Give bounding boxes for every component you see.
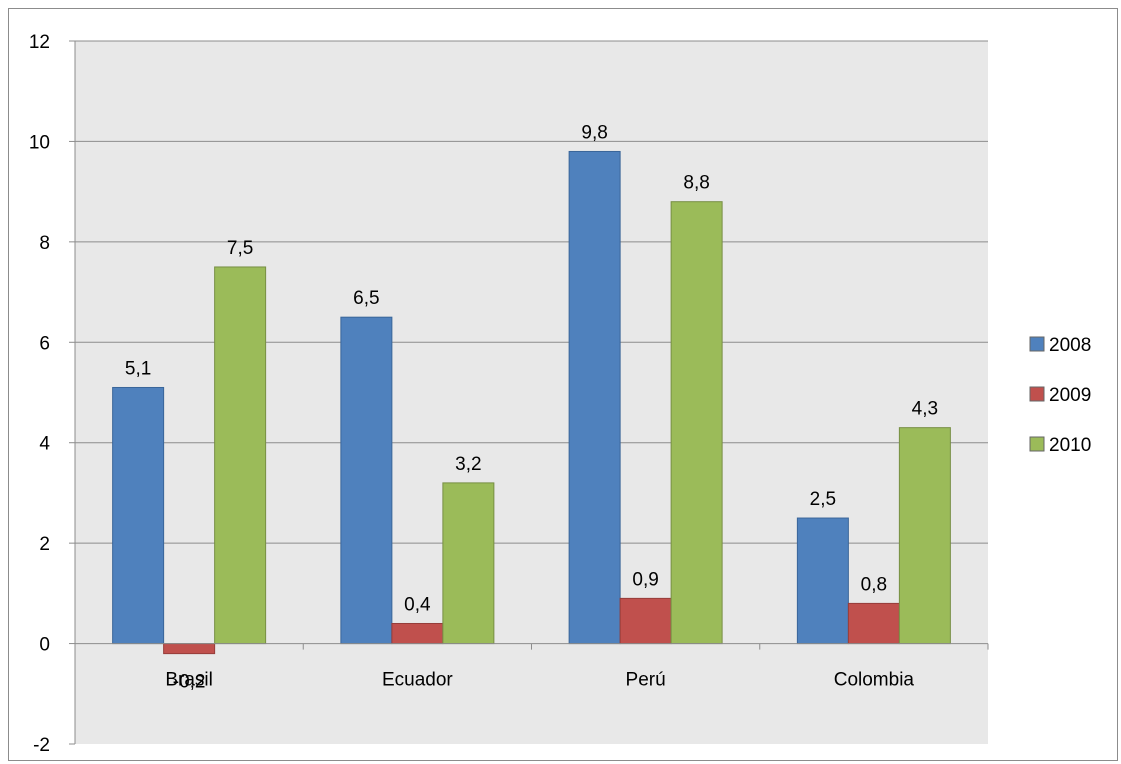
data-label: 0,4 bbox=[404, 594, 431, 615]
x-category-label: Perú bbox=[626, 670, 666, 691]
data-label: 0,8 bbox=[861, 574, 887, 595]
y-tick-label: 10 bbox=[29, 132, 50, 153]
bar-2008-perú bbox=[568, 150, 621, 645]
y-tick-label: 12 bbox=[29, 32, 50, 53]
y-tick-label: 0 bbox=[39, 635, 50, 656]
bar-2008-colombia bbox=[796, 517, 849, 645]
data-label: 0,9 bbox=[632, 569, 658, 590]
bar-2008-ecuador bbox=[340, 316, 393, 645]
bar-2010-colombia bbox=[898, 427, 951, 645]
data-label: 7,5 bbox=[227, 238, 253, 259]
legend-label: 2008 bbox=[1049, 335, 1091, 356]
data-label: -0,2 bbox=[173, 672, 206, 693]
bar-2010-perú bbox=[670, 201, 723, 645]
data-labels: 5,1 -0,2 7,5 6,5 0,4 3,2 9,8 0,9 8,8 2,5 0,8 4,3 bbox=[125, 122, 938, 692]
bar-2010-brasil bbox=[214, 266, 267, 645]
y-tick-label: 4 bbox=[39, 434, 50, 455]
y-tick-label: 6 bbox=[39, 333, 50, 354]
x-category-label: Brasil bbox=[165, 670, 213, 691]
data-label: 5,1 bbox=[125, 358, 151, 379]
legend-label: 2010 bbox=[1049, 435, 1091, 456]
legend-swatch-2010 bbox=[1029, 436, 1045, 452]
data-label: 9,8 bbox=[581, 122, 607, 143]
bar-2009-colombia bbox=[847, 602, 900, 645]
bar-2008-brasil bbox=[112, 386, 165, 645]
legend: 2008 2009 2010 bbox=[1029, 335, 1091, 456]
data-label: 8,8 bbox=[683, 173, 709, 194]
y-axis-ticks: -2 0 2 4 6 8 10 12 bbox=[29, 32, 51, 756]
bar-2010-ecuador bbox=[442, 482, 495, 645]
x-category-label: Ecuador bbox=[382, 670, 453, 691]
y-tick-label: -2 bbox=[33, 735, 50, 756]
data-label: 2,5 bbox=[810, 489, 836, 510]
axes bbox=[69, 40, 989, 745]
bar-2009-brasil bbox=[163, 643, 216, 655]
y-tick-label: 8 bbox=[39, 233, 50, 254]
data-label: 4,3 bbox=[912, 399, 938, 420]
data-label: 3,2 bbox=[455, 454, 481, 475]
legend-swatch-2009 bbox=[1029, 386, 1045, 402]
legend-swatch-2008 bbox=[1029, 336, 1045, 352]
legend-label: 2009 bbox=[1049, 385, 1091, 406]
y-tick-label: 2 bbox=[39, 534, 50, 555]
x-axis-categories: Brasil Ecuador Perú Colombia bbox=[165, 670, 914, 691]
x-category-label: Colombia bbox=[834, 670, 915, 691]
data-label: 6,5 bbox=[353, 288, 379, 309]
bar-2009-ecuador bbox=[391, 622, 444, 645]
bar-2009-perú bbox=[619, 597, 672, 645]
bars bbox=[112, 150, 951, 655]
